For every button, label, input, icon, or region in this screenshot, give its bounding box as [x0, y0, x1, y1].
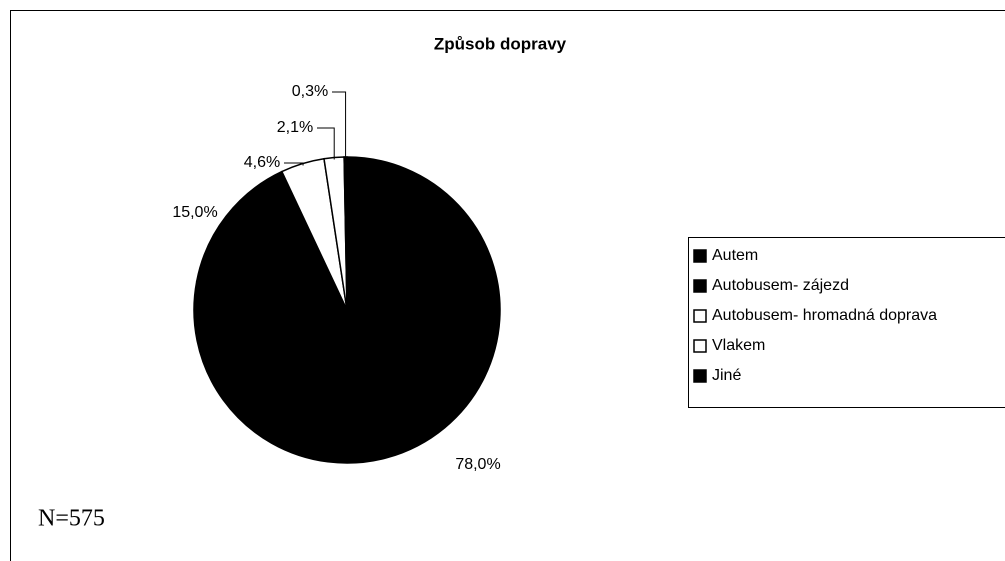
legend-swatch: [693, 339, 707, 353]
data-label: 2,1%: [277, 119, 313, 136]
leader-line: [317, 127, 335, 160]
data-label: 0,3%: [292, 83, 328, 100]
legend-box: [688, 237, 1005, 408]
data-label: 4,6%: [244, 154, 280, 171]
legend-label: Autobusem- zájezd: [712, 277, 849, 294]
legend-swatch: [693, 309, 707, 323]
legend-swatch: [693, 279, 707, 293]
pie-slice: [193, 156, 501, 464]
leader-line: [284, 162, 304, 166]
legend-label: Vlakem: [712, 337, 765, 354]
legend-label: Autobusem- hromadná doprava: [712, 307, 937, 324]
chart-title: Způsob dopravy: [434, 34, 567, 53]
legend-label: Autem: [712, 247, 758, 264]
annotation: N=575: [38, 506, 105, 532]
legend-label: Jiné: [712, 367, 741, 384]
data-label: 78,0%: [455, 456, 500, 473]
data-label: 15,0%: [172, 204, 217, 221]
chart-frame: [10, 10, 1005, 561]
pie-slice: [195, 170, 349, 312]
legend-swatch: [693, 249, 707, 263]
legend-swatch: [693, 369, 707, 383]
leader-line: [332, 91, 347, 160]
